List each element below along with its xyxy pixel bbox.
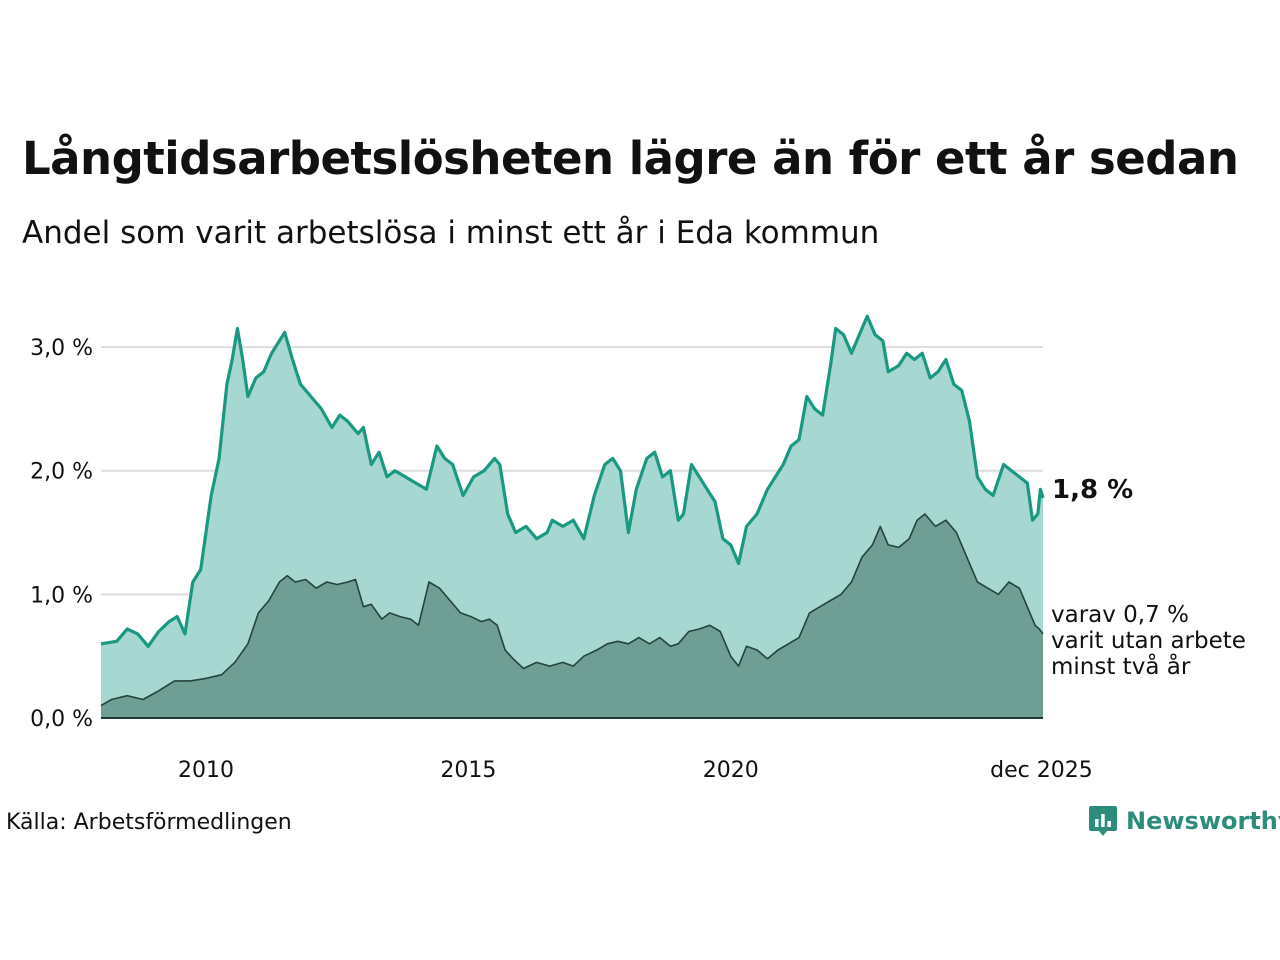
brand-name: Newsworthy: [1126, 807, 1280, 835]
end-label-main: 1,8 %: [1052, 475, 1133, 505]
y-tick-label: 3,0 %: [30, 336, 93, 361]
series-line-main: [100, 314, 1045, 648]
y-axis-ticks: 0,0 % 1,0 % 2,0 % 3,0 %: [30, 336, 93, 732]
x-axis-ticks: 2010 2015 2020 dec 2025: [178, 758, 1093, 783]
newsworthy-icon: [1089, 806, 1117, 836]
y-tick-label: 2,0 %: [30, 460, 93, 485]
chart-subtitle: Andel som varit arbetslösa i minst ett å…: [22, 215, 880, 251]
end-label-sub-line: varit utan arbete: [1051, 628, 1246, 654]
x-tick-label: dec 2025: [990, 758, 1093, 783]
chart-title: Långtidsarbetslösheten lägre än för ett …: [22, 132, 1239, 185]
end-label-sub: varav 0,7 % varit utan arbete minst två år: [1051, 602, 1246, 680]
brand-logo[interactable]: Newsworthy: [1088, 804, 1280, 838]
y-tick-label: 1,0 %: [30, 583, 93, 608]
end-label-sub-line: minst två år: [1051, 652, 1191, 680]
x-tick-label: 2020: [703, 758, 759, 783]
x-tick-label: 2010: [178, 758, 234, 783]
series-area-sub: [101, 514, 1043, 718]
end-label-sub-line: varav 0,7 %: [1051, 602, 1189, 628]
source-note: Källa: Arbetsförmedlingen: [6, 810, 292, 835]
y-tick-label: 0,0 %: [30, 707, 93, 732]
series-line-sub: [100, 513, 1044, 707]
x-tick-label: 2015: [440, 758, 496, 783]
